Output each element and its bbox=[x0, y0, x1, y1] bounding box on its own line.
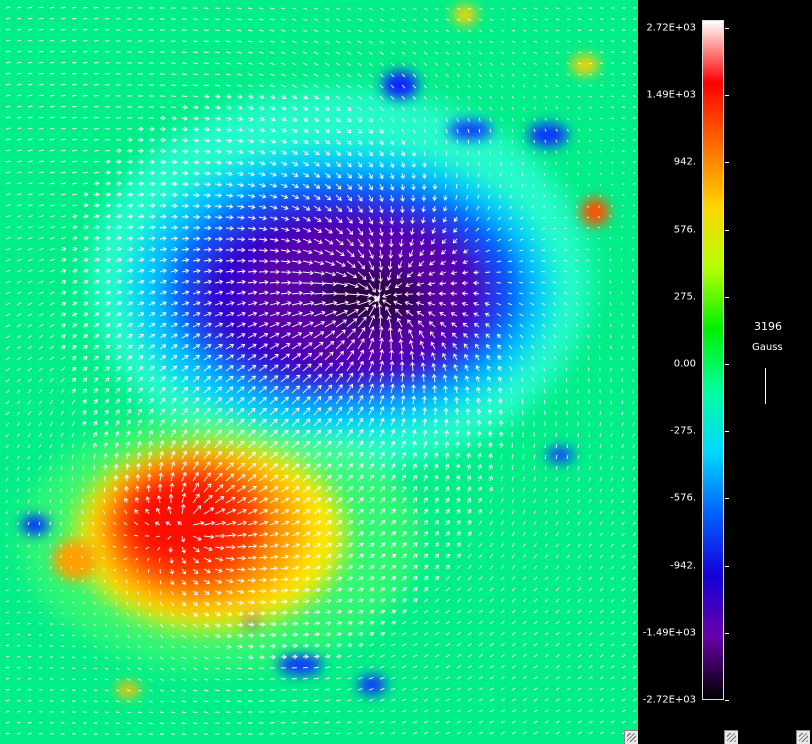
colorbar-tick-label: 2.72E+03 bbox=[646, 22, 696, 34]
colorbar-tick-mark bbox=[725, 498, 729, 500]
vector-arrow-icon bbox=[5, 6, 637, 735]
colorbar-tick-mark bbox=[725, 162, 729, 164]
colorbar-tick-mark bbox=[725, 632, 729, 634]
arrow-scale-value: 3196 bbox=[754, 320, 782, 333]
colorbar-tick-label: -576. bbox=[670, 492, 696, 504]
colorbar-tick-label: 576. bbox=[673, 224, 696, 236]
resize-handle-icon[interactable] bbox=[724, 730, 738, 744]
colorbar-tick-label: -2.72E+03 bbox=[642, 694, 696, 706]
colorbar-tick-mark bbox=[725, 95, 729, 97]
colorbar-tick-mark bbox=[725, 296, 729, 298]
colorbar-tick-mark bbox=[725, 364, 729, 365]
color-scale-bar bbox=[702, 20, 724, 700]
colorbar-tick-mark bbox=[725, 431, 729, 433]
negative-polarity-region bbox=[130, 150, 550, 430]
colorbar-tick-mark bbox=[725, 229, 729, 231]
colorbar-panel: 2.72E+03 1.49E+03 942. 576. 275. 0.00 -275. -57… bbox=[638, 0, 812, 744]
colorbar-tick-mark bbox=[725, 700, 729, 701]
resize-handle-icon[interactable] bbox=[624, 730, 638, 744]
colorbar-tick-mark bbox=[725, 28, 729, 29]
colorbar-tick-mark bbox=[725, 565, 729, 567]
vector-arrow-icon bbox=[765, 368, 766, 404]
field-vector-map bbox=[0, 0, 638, 744]
resize-handle-icon[interactable] bbox=[796, 730, 810, 744]
arrow-scale-unit: Gauss bbox=[752, 342, 783, 353]
colorbar-tick-label: 1.49E+03 bbox=[646, 89, 696, 101]
colorbar-tick-label: -1.49E+03 bbox=[642, 627, 696, 639]
magnetogram-map bbox=[0, 0, 638, 744]
colorbar-tick-label: 942. bbox=[673, 156, 696, 168]
colorbar-tick-label: 0.00 bbox=[673, 358, 696, 370]
transverse-field-arrows bbox=[5, 6, 637, 735]
colorbar-tick-label: 275. bbox=[673, 291, 696, 303]
colorbar-tick-label: -942. bbox=[670, 560, 696, 572]
colorbar-tick-label: -275. bbox=[670, 425, 696, 437]
